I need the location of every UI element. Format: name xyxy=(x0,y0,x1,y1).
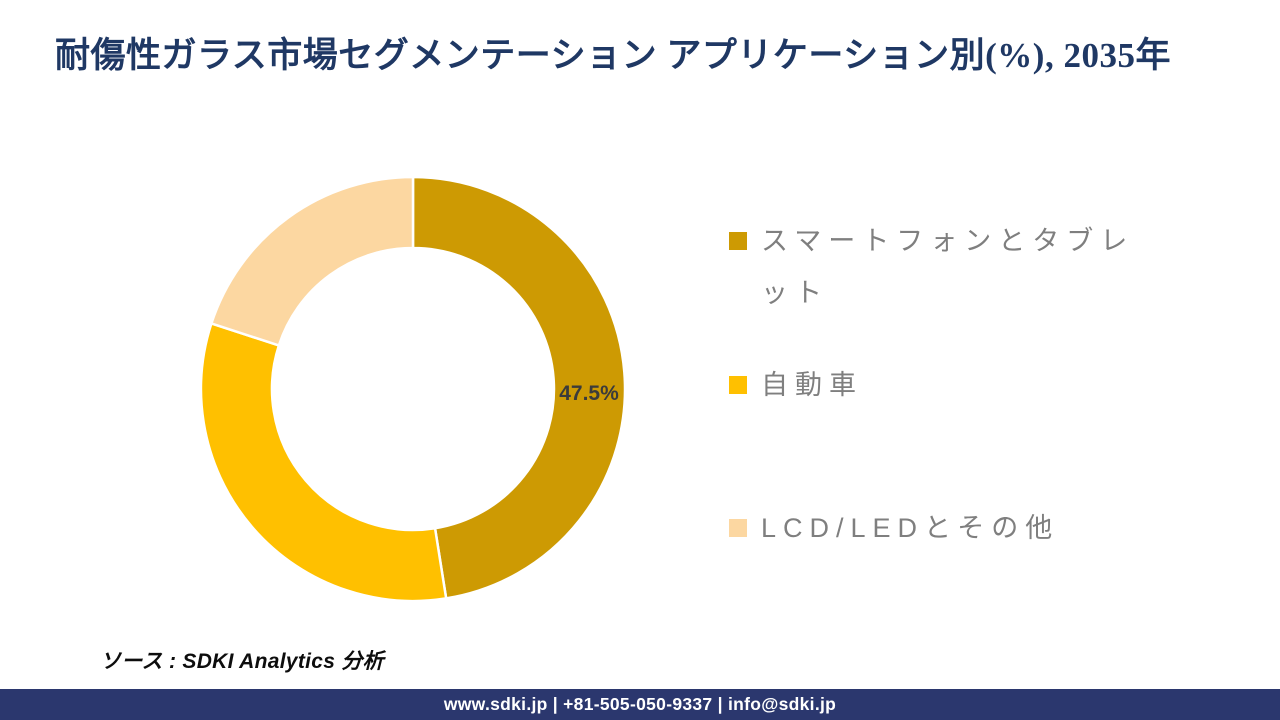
legend-swatch-icon xyxy=(729,519,747,537)
legend: スマートフォンとタブレット 自動車 LCD/LEDとその他 xyxy=(729,0,1169,720)
footer-bar: www.sdki.jp | +81-505-050-9337 | info@sd… xyxy=(0,689,1280,720)
source-note: ソース : SDKI Analytics 分析 xyxy=(100,650,384,673)
footer-text: www.sdki.jp | +81-505-050-9337 | info@sd… xyxy=(443,694,837,714)
donut-segment-1 xyxy=(200,321,448,602)
legend-swatch-icon xyxy=(729,376,747,394)
legend-label: 自動車 xyxy=(761,370,863,400)
donut-segment-0 xyxy=(411,176,626,600)
legend-item-smartphones-tablets: スマートフォンとタブレット xyxy=(729,215,1169,319)
data-label: 47.5% xyxy=(559,382,619,405)
donut-segment-2 xyxy=(209,176,415,348)
legend-label: スマートフォンとタブレット xyxy=(761,226,1135,308)
legend-item-automotive: 自動車 xyxy=(729,359,1169,411)
legend-swatch-icon xyxy=(729,232,747,250)
legend-item-lcd-led-others: LCD/LEDとその他 xyxy=(729,502,1169,554)
donut-svg: 47.5% xyxy=(200,176,626,602)
chart-title: 耐傷性ガラス市場セグメンテーション アプリケーション別(%), 2035年 xyxy=(55,36,1171,75)
legend-label: LCD/LEDとその他 xyxy=(761,513,1060,543)
donut-chart: 47.5% xyxy=(200,176,626,602)
